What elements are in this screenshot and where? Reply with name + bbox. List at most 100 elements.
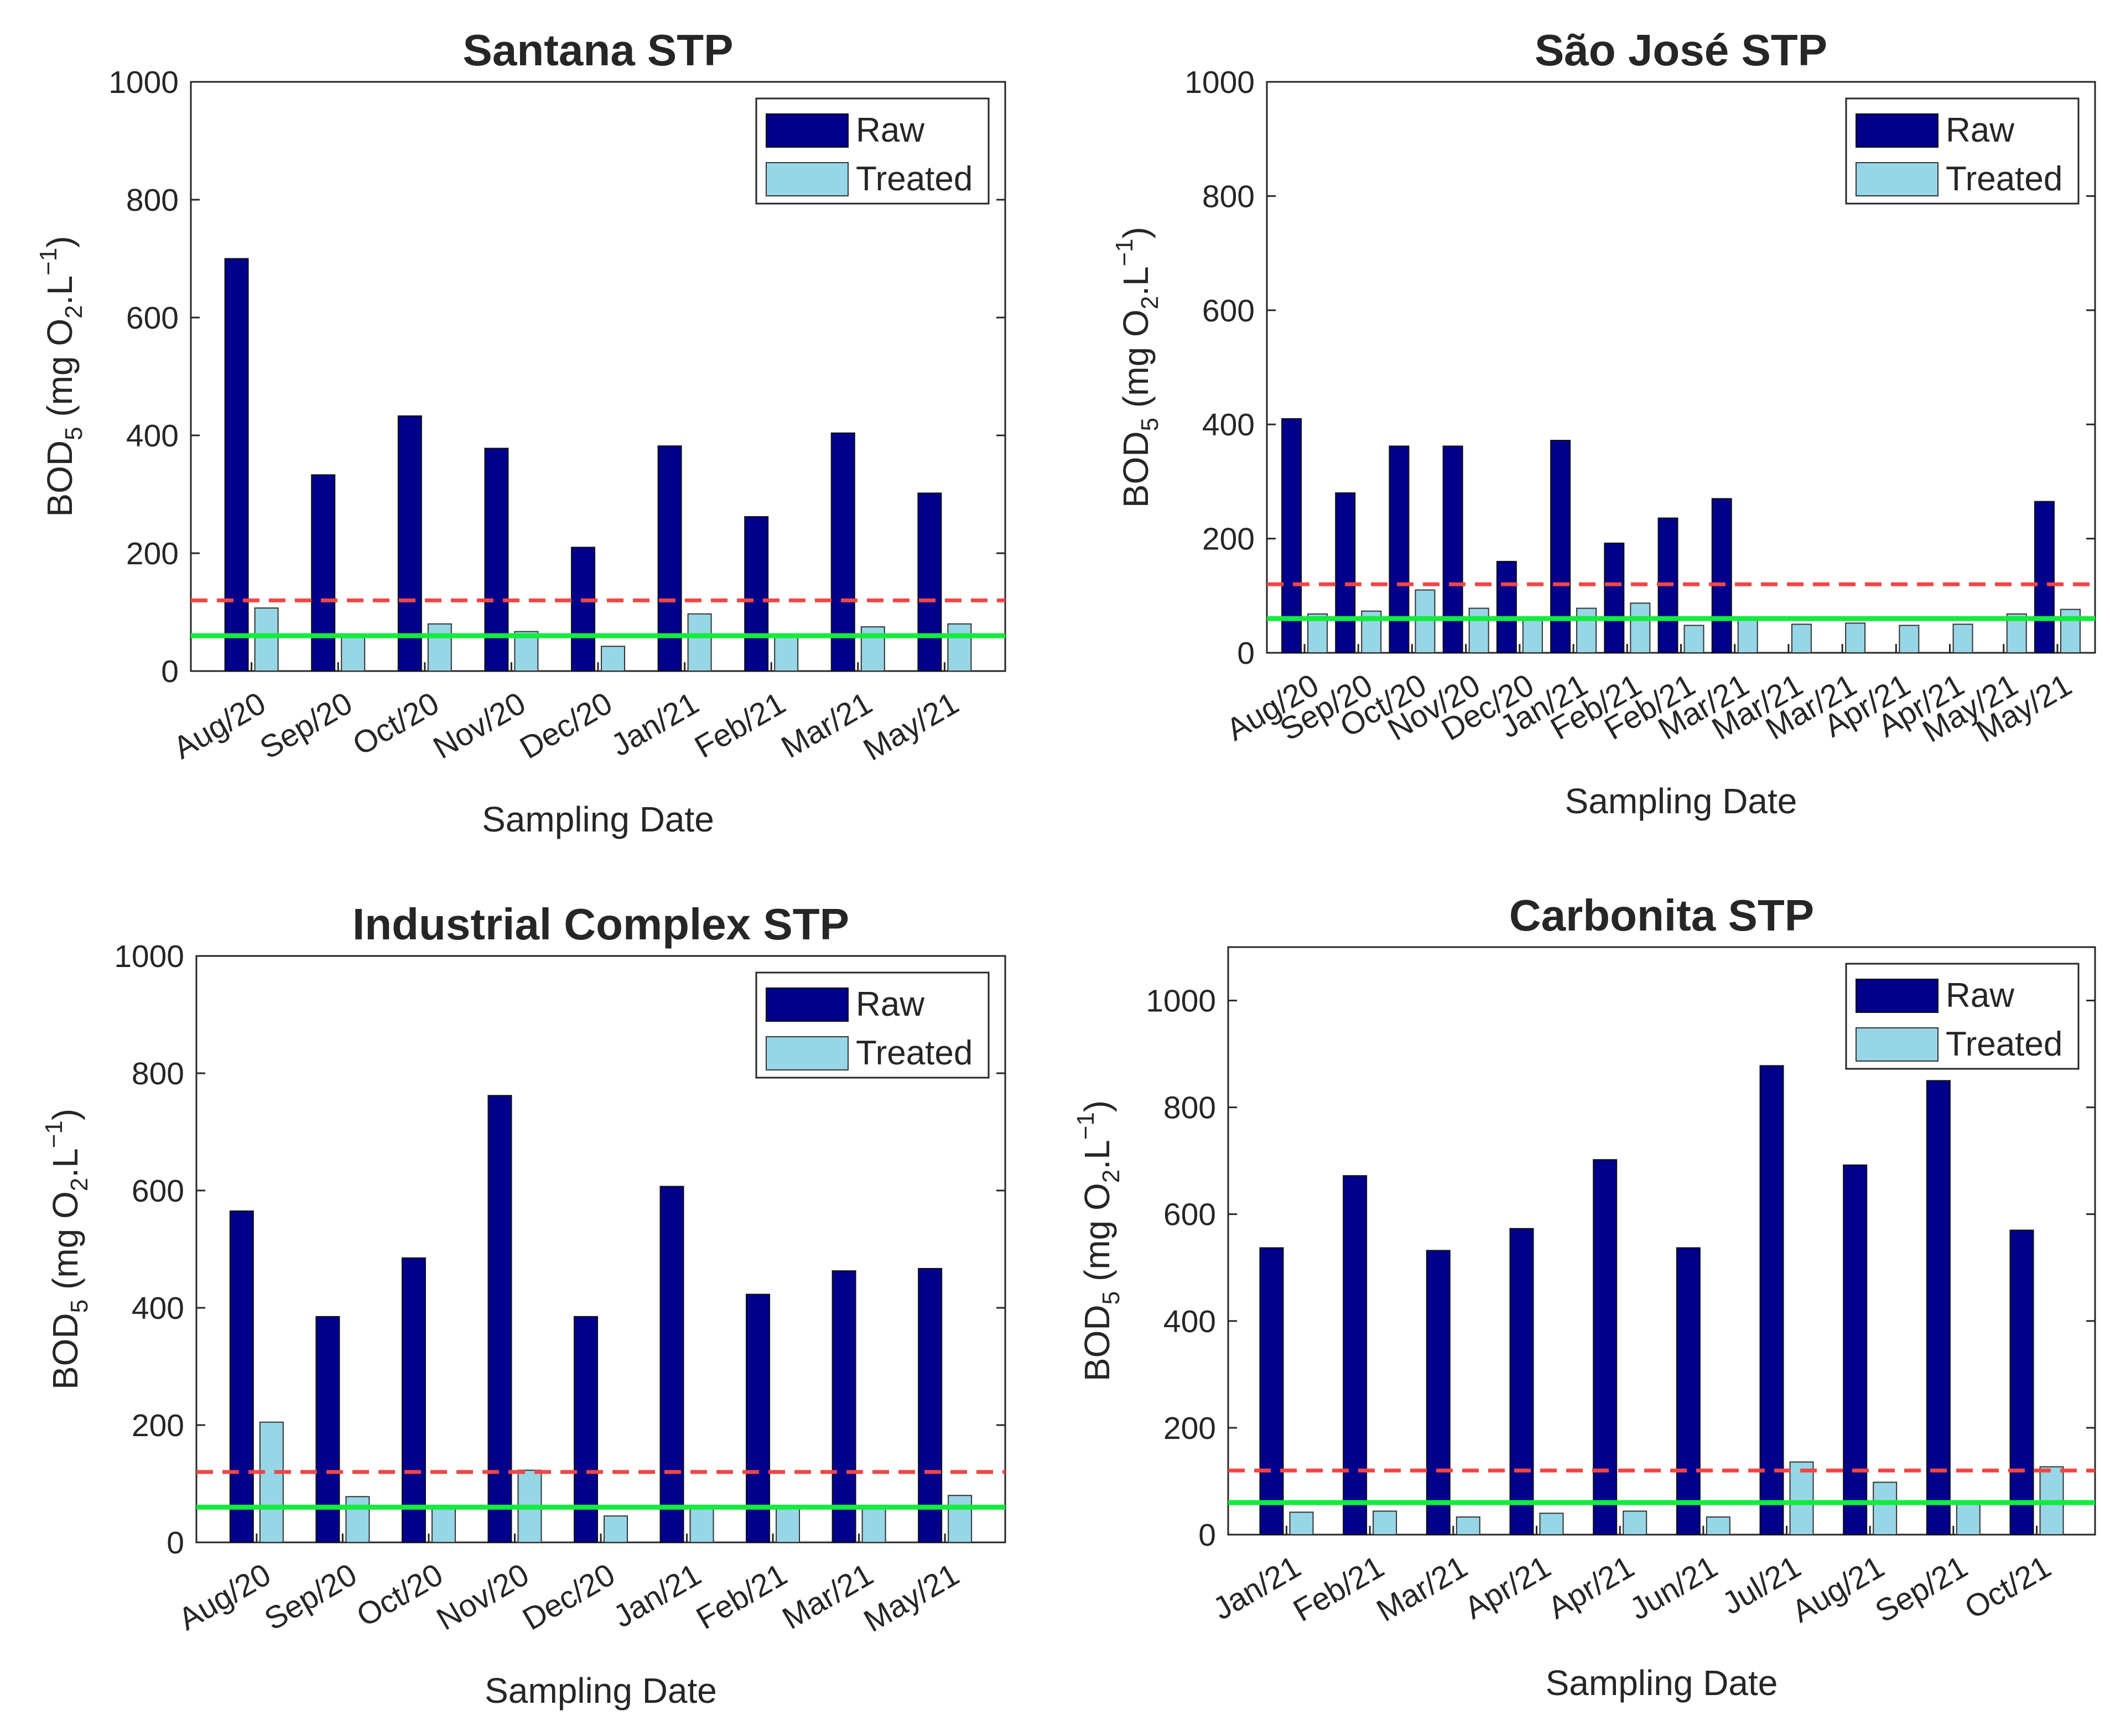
bar-treated <box>1539 1512 1564 1536</box>
bar-treated <box>1289 1511 1314 1536</box>
legend-swatch-raw <box>766 113 849 148</box>
bar-treated <box>947 623 972 672</box>
y-label-unit-sub: 2 <box>60 305 87 318</box>
y-label-unit-sup: −1 <box>1111 238 1138 266</box>
chart-panel-1: São José STP02004006008001000Aug/20Sep/2… <box>1111 25 2096 821</box>
bar-treated <box>431 1508 456 1543</box>
legend-swatch-raw <box>1856 113 1939 148</box>
bar-raw <box>1281 418 1302 653</box>
bar-treated <box>689 1506 714 1543</box>
bar-treated <box>254 607 279 672</box>
legend-label-raw: Raw <box>1946 976 2014 1015</box>
y-label-main: BOD <box>40 440 80 517</box>
y-tick-label: 0 <box>1198 1517 1216 1553</box>
bar-treated <box>1373 1510 1397 1536</box>
y-label-main: BOD <box>45 1313 85 1390</box>
bar-treated <box>1576 607 1597 654</box>
bar-treated <box>427 623 452 672</box>
bar-treated <box>776 1506 801 1543</box>
bar-treated <box>1706 1516 1730 1535</box>
x-tick-label: Sep/21 <box>1869 1549 1973 1630</box>
legend-label-treated: Treated <box>856 160 973 198</box>
bar-raw <box>1593 1159 1618 1536</box>
y-axis-label: BOD5 (mg O2.L−1) <box>1072 1100 1125 1381</box>
x-tick-label: Jan/21 <box>605 685 705 763</box>
legend-label-treated: Treated <box>856 1034 973 1072</box>
legend-swatch-raw <box>1856 979 1939 1013</box>
legend: Raw Treated <box>755 971 990 1079</box>
y-label-unit-sub: 2 <box>1136 296 1163 309</box>
legend: Raw Treated <box>1845 963 2080 1070</box>
bar-treated <box>604 1515 628 1543</box>
bar-raw <box>1259 1247 1284 1536</box>
y-tick-label: 800 <box>132 1056 184 1092</box>
legend-label-treated: Treated <box>1946 160 2062 198</box>
bar-raw <box>1442 445 1463 654</box>
bar-raw <box>1509 1228 1534 1535</box>
x-tick-label: Apr/21 <box>1459 1549 1557 1626</box>
bar-treated <box>861 1505 886 1543</box>
x-tick-label: May/21 <box>858 1557 965 1639</box>
bar-raw <box>1676 1247 1701 1536</box>
y-tick-label: 600 <box>126 300 179 336</box>
y-tick-label: 800 <box>126 183 179 218</box>
bar-raw <box>831 1270 856 1543</box>
bar-raw <box>1343 1175 1368 1536</box>
y-label-unit-sub: 2 <box>66 1178 93 1191</box>
bar-treated <box>1415 589 1436 653</box>
y-tick-label: 200 <box>1202 522 1255 557</box>
chart-title: Santana STP <box>462 25 733 75</box>
bar-raw <box>746 1293 771 1543</box>
x-axis-label: Sampling Date <box>482 799 714 839</box>
y-label-unit-mid: .L <box>1077 1140 1117 1169</box>
y-tick-label: 200 <box>1163 1411 1216 1446</box>
y-tick-label: 400 <box>1202 407 1255 443</box>
legend-label-treated: Treated <box>1946 1025 2062 1063</box>
x-tick-label: Aug/20 <box>168 685 272 766</box>
y-label-unit: (mg O <box>45 1191 85 1300</box>
chart-title: São José STP <box>1535 25 1827 75</box>
x-tick-label: Mar/21 <box>776 685 879 765</box>
y-tick-label: 400 <box>1163 1304 1216 1339</box>
bar-raw <box>397 415 422 672</box>
bar-treated <box>948 1495 973 1543</box>
bar-treated <box>774 635 799 672</box>
legend-swatch-treated <box>1856 162 1939 196</box>
x-tick-label: Sep/20 <box>254 685 358 766</box>
y-label-unit-sup: −1 <box>1072 1112 1099 1140</box>
bar-raw <box>744 516 769 672</box>
y-label-unit: (mg O <box>1077 1183 1117 1291</box>
bar-treated <box>1952 623 1973 654</box>
y-label-unit-close: ) <box>1077 1100 1117 1112</box>
x-tick-label: Feb/21 <box>689 685 792 765</box>
y-tick-label: 400 <box>132 1291 184 1326</box>
y-tick-label: 400 <box>126 418 179 454</box>
bar-raw <box>1335 492 1356 653</box>
bar-raw <box>1843 1164 1868 1536</box>
bar-raw <box>830 432 855 672</box>
y-tick-label: 1000 <box>108 65 179 100</box>
bar-treated <box>341 635 366 672</box>
x-tick-label: Sep/20 <box>258 1557 362 1638</box>
bar-treated <box>1873 1482 1898 1536</box>
bar-treated <box>601 646 625 672</box>
chart-title: Carbonita STP <box>1509 891 1814 940</box>
y-tick-label: 800 <box>1202 179 1255 214</box>
x-tick-label: Dec/20 <box>514 685 618 766</box>
x-tick-label: Dec/20 <box>517 1557 621 1638</box>
y-tick-label: 0 <box>161 654 179 689</box>
y-label-unit: (mg O <box>40 319 80 427</box>
x-axis-label: Sampling Date <box>485 1671 717 1711</box>
bar-raw <box>1426 1250 1451 1535</box>
y-tick-label: 0 <box>167 1525 184 1561</box>
bar-raw <box>917 492 942 672</box>
legend-label-raw: Raw <box>856 111 924 149</box>
chart-title: Industrial Complex STP <box>352 900 849 949</box>
bar-raw <box>401 1257 426 1543</box>
y-label-unit-close: ) <box>45 1109 85 1120</box>
y-label-sub: 5 <box>1098 1291 1125 1304</box>
x-tick-label: Nov/20 <box>431 1557 535 1638</box>
y-tick-label: 1000 <box>1146 984 1216 1019</box>
bar-raw <box>2009 1229 2034 1535</box>
